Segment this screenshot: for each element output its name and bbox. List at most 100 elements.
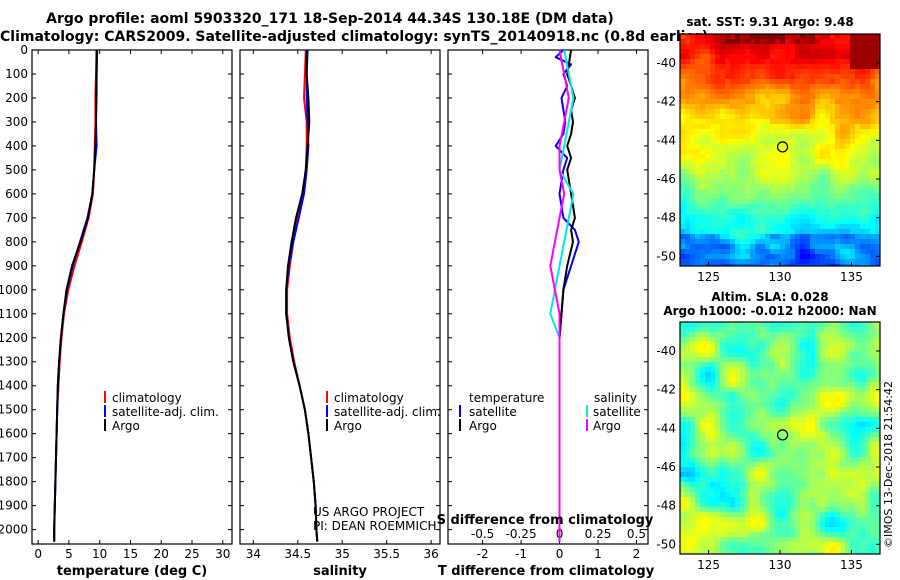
map-cell	[745, 149, 751, 155]
map-cell	[705, 497, 711, 503]
map-cell	[815, 149, 821, 155]
map-cell	[720, 124, 726, 130]
map-cell	[685, 114, 691, 120]
map-cell	[715, 79, 721, 85]
map-cell	[830, 199, 836, 205]
map-cell	[695, 342, 701, 348]
map-cell	[690, 249, 696, 255]
map-cell	[735, 194, 741, 200]
map-cell	[850, 552, 856, 554]
map-cell	[745, 547, 751, 553]
map-cell	[845, 234, 851, 240]
map-cell	[870, 467, 876, 473]
map-cell	[685, 352, 691, 358]
map-cell	[865, 254, 871, 260]
map-cell	[735, 532, 741, 538]
map-cell	[745, 154, 751, 160]
map-cell	[810, 417, 816, 423]
map-cell	[775, 189, 781, 195]
map-cell	[805, 457, 811, 463]
map-cell	[685, 522, 691, 528]
map-cell	[745, 497, 751, 503]
map-cell	[875, 492, 880, 498]
map-cell	[765, 437, 771, 443]
map-cell	[865, 452, 871, 458]
map-cell	[870, 347, 876, 353]
s-tick-label: -0.5	[471, 527, 494, 541]
map-cell	[865, 144, 871, 150]
map-cell	[790, 204, 796, 210]
map-cell	[805, 94, 811, 100]
map-cell	[785, 357, 791, 363]
map-cell	[785, 64, 791, 70]
map-cell	[855, 104, 861, 110]
map-cell	[710, 462, 716, 468]
map-cell	[765, 392, 771, 398]
map-cell	[730, 209, 736, 215]
map-cell	[680, 59, 686, 65]
map-cell	[840, 94, 846, 100]
map-cell	[750, 119, 756, 125]
map-cell	[780, 119, 786, 125]
map-cell	[825, 417, 831, 423]
map-cell	[740, 502, 746, 508]
map-cell	[810, 412, 816, 418]
map-cell	[725, 502, 731, 508]
map-cell	[860, 129, 866, 135]
map-cell	[690, 372, 696, 378]
map-cell	[780, 467, 786, 473]
map-cell	[780, 84, 786, 90]
map-cell	[685, 239, 691, 245]
map-cell	[710, 234, 716, 240]
map-cell	[700, 44, 706, 50]
map-cell	[775, 377, 781, 383]
map-cell	[840, 49, 846, 55]
map-cell	[780, 229, 786, 235]
map-cell	[855, 337, 861, 343]
map-cell	[735, 412, 741, 418]
map-cell	[845, 249, 851, 255]
map-cell	[725, 472, 731, 478]
map-cell	[695, 517, 701, 523]
map-cell	[680, 89, 686, 95]
map-cell	[735, 34, 741, 40]
map-cell	[775, 522, 781, 528]
map-cell	[750, 249, 756, 255]
map-cell	[750, 154, 756, 160]
map-cell	[705, 79, 711, 85]
map-cell	[710, 189, 716, 195]
map-cell	[700, 254, 706, 260]
map-cell	[850, 427, 856, 433]
map-cell	[765, 452, 771, 458]
map-cell	[870, 64, 876, 70]
map-cell	[700, 89, 706, 95]
map-cell	[705, 367, 711, 373]
map-cell	[795, 214, 801, 220]
map-cell	[690, 39, 696, 45]
map-cell	[845, 532, 851, 538]
map-cell	[835, 412, 841, 418]
map-cell	[795, 392, 801, 398]
map-cell	[805, 402, 811, 408]
map-cell	[765, 442, 771, 448]
map-cell	[855, 342, 861, 348]
map-cell	[705, 249, 711, 255]
map-cell	[720, 492, 726, 498]
map-cell	[800, 214, 806, 220]
map-cell	[865, 139, 871, 145]
map-cell	[835, 527, 841, 533]
map-cell	[765, 487, 771, 493]
map-cell	[690, 69, 696, 75]
map-cell	[825, 234, 831, 240]
map-cell	[830, 332, 836, 338]
map-cell	[760, 477, 766, 483]
map-cell	[685, 507, 691, 513]
map-cell	[865, 362, 871, 368]
map-cell	[795, 239, 801, 245]
map-cell	[845, 407, 851, 413]
map-cell	[805, 239, 811, 245]
map-cell	[700, 114, 706, 120]
map-cell	[870, 169, 876, 175]
map-cell	[875, 502, 880, 508]
map-cell	[760, 199, 766, 205]
